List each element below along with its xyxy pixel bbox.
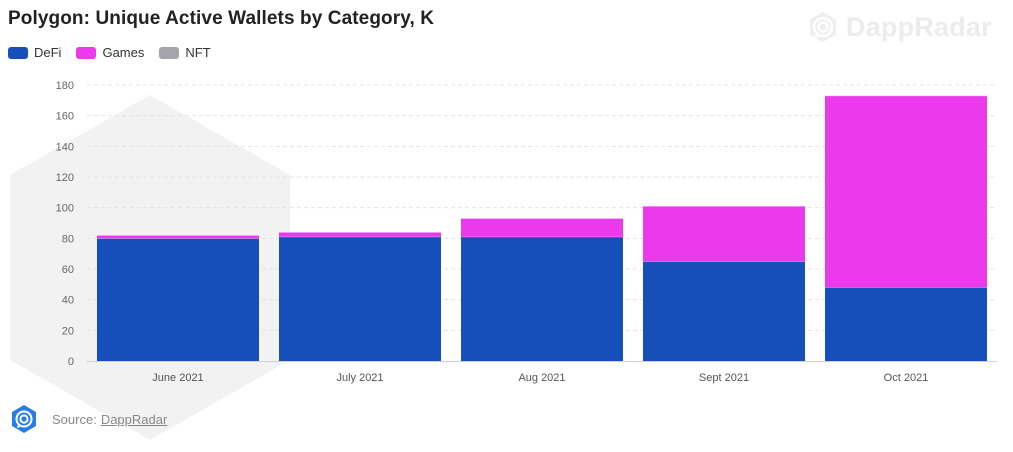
bar-defi[interactable] xyxy=(279,236,441,361)
bars xyxy=(97,95,987,361)
legend-label-games: Games xyxy=(102,45,145,60)
bar-games[interactable] xyxy=(97,235,259,239)
dappradar-logo-icon xyxy=(12,405,36,433)
y-tick-label: 40 xyxy=(62,295,74,307)
bar-games[interactable] xyxy=(279,232,441,237)
y-tick-label: 60 xyxy=(62,264,74,276)
legend-item-nft[interactable]: NFT xyxy=(159,45,211,60)
legend: DeFi Games NFT xyxy=(8,45,226,60)
x-tick-label: Sept 2021 xyxy=(699,372,749,384)
source-link[interactable]: DappRadar xyxy=(100,411,168,427)
y-tick-label: 80 xyxy=(62,233,74,245)
legend-label-defi: DeFi xyxy=(34,45,62,60)
legend-item-games[interactable]: Games xyxy=(76,45,144,60)
bar-defi[interactable] xyxy=(97,238,259,361)
x-tick-label: July 2021 xyxy=(336,372,383,384)
brand-name: DappRadar xyxy=(846,11,992,42)
y-tick-label: 20 xyxy=(62,325,74,337)
bar-defi[interactable] xyxy=(461,236,623,361)
x-tick-label: June 2021 xyxy=(152,372,203,384)
y-tick-label: 120 xyxy=(56,172,74,184)
chart-title: Polygon: Unique Active Wallets by Catego… xyxy=(8,8,435,29)
brand-watermark: DappRadar xyxy=(806,10,992,44)
source-label: Source: xyxy=(52,411,97,427)
bar-games[interactable] xyxy=(643,206,805,262)
legend-label-nft: NFT xyxy=(185,45,211,60)
y-tick-label: 0 xyxy=(68,356,74,368)
y-tick-label: 180 xyxy=(56,80,74,92)
bar-games[interactable] xyxy=(461,218,623,237)
bar-games[interactable] xyxy=(825,95,987,288)
y-tick-label: 140 xyxy=(56,141,74,153)
dappradar-logo-icon xyxy=(810,12,836,42)
x-tick-label: Aug 2021 xyxy=(518,372,565,384)
bar-defi[interactable] xyxy=(643,261,805,361)
y-tick-label: 160 xyxy=(56,111,74,123)
y-axis: 0 20 40 60 80 100 120 140 160 180 xyxy=(56,80,74,368)
x-axis: June 2021 July 2021 Aug 2021 Sept 2021 Oct 2… xyxy=(152,372,928,384)
legend-swatch-games xyxy=(76,46,97,59)
source-attribution: Source: DappRadar xyxy=(10,404,167,434)
y-tick-label: 100 xyxy=(56,203,74,215)
legend-swatch-defi xyxy=(8,46,28,59)
bar-defi[interactable] xyxy=(825,287,987,361)
legend-item-defi[interactable]: DeFi xyxy=(8,45,61,60)
legend-swatch-nft xyxy=(159,46,180,59)
x-tick-label: Oct 2021 xyxy=(884,372,929,384)
